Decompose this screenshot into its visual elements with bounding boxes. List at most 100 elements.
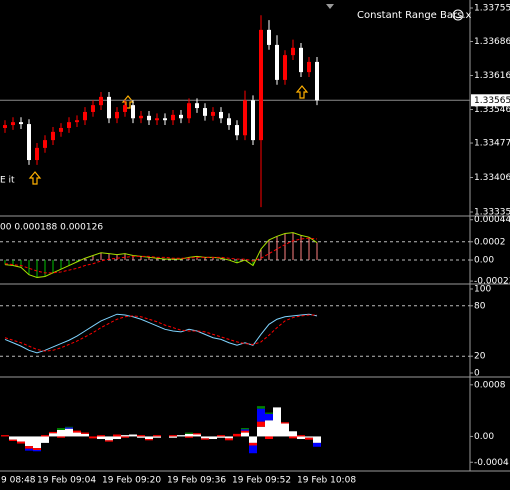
histogram-bar	[265, 413, 273, 421]
histogram-bar	[193, 434, 201, 437]
histogram-bar	[145, 436, 153, 440]
y-tick-label: 100	[474, 285, 491, 295]
histogram-bar	[153, 436, 161, 438]
candle-body	[155, 118, 159, 121]
histogram-bar	[65, 427, 73, 429]
histogram-bar	[1, 435, 9, 437]
y-tick-label: 80	[474, 301, 486, 311]
y-tick-label: 1.33335	[474, 208, 510, 218]
histogram-bar	[169, 435, 177, 437]
candle-body	[259, 29, 263, 141]
candle-body	[11, 122, 15, 126]
candle-body	[227, 118, 231, 126]
histogram-bar	[209, 436, 217, 440]
histogram-bar	[65, 428, 73, 437]
y-tick-label: 0.0002	[474, 237, 506, 247]
candle-body	[235, 125, 239, 136]
histogram-bar	[177, 435, 185, 437]
histogram-bar	[297, 436, 305, 440]
candle-body	[171, 114, 175, 121]
y-tick-label: 1.33755	[474, 4, 510, 14]
candle-body	[299, 47, 303, 73]
histogram-bar	[185, 432, 193, 434]
current-price-box	[471, 94, 510, 107]
candle-body	[67, 122, 71, 128]
time-label: 19 Feb 09:36	[167, 476, 226, 486]
indicator-line	[4, 232, 318, 278]
indicator-label: 00 0.000188 0.000126	[0, 223, 103, 233]
candle-body	[75, 120, 79, 123]
histogram-bar	[217, 435, 225, 437]
histogram-bar	[201, 436, 209, 439]
y-tick-label: 0.00	[474, 432, 494, 442]
y-tick-label: -0.00023	[474, 277, 510, 287]
histogram-bar	[9, 436, 17, 440]
candle-body	[179, 114, 183, 119]
histogram-bar	[273, 407, 281, 437]
candle-body	[275, 44, 279, 80]
histogram-bar	[113, 434, 121, 437]
candle-body	[107, 96, 111, 119]
smiley-icon	[452, 9, 464, 21]
histogram-bar	[249, 445, 257, 454]
histogram-bar	[193, 433, 201, 435]
histogram-bar	[97, 435, 105, 437]
histogram-bar	[169, 436, 177, 438]
histogram-bar	[41, 436, 49, 443]
histogram-bar	[33, 448, 41, 450]
histogram-bar	[281, 422, 289, 424]
candle-body	[51, 131, 55, 141]
histogram-bar	[81, 433, 89, 437]
histogram-bar	[65, 426, 73, 428]
candle-body	[3, 125, 7, 128]
histogram-bar	[129, 434, 137, 437]
current-price-label: 1.33565	[474, 96, 510, 106]
y-tick-label: 0	[474, 369, 480, 379]
histogram-bar	[313, 436, 321, 443]
candle-body	[307, 61, 311, 73]
histogram-bar	[225, 436, 233, 439]
histogram-bar	[57, 436, 65, 438]
histogram-bar	[25, 436, 33, 447]
histogram-bar	[201, 438, 209, 440]
candle-body	[267, 29, 271, 45]
histogram-bar	[281, 423, 289, 437]
candle-body	[219, 111, 223, 119]
histogram-bar	[25, 446, 33, 449]
histogram-bar	[105, 440, 113, 442]
candle-body	[83, 111, 87, 121]
histogram-bar	[57, 428, 65, 430]
histogram-bar	[217, 436, 225, 438]
histogram-bar	[241, 428, 249, 430]
histogram-bar	[121, 436, 129, 438]
histogram-bar	[105, 436, 113, 441]
histogram-bar	[49, 431, 57, 434]
indicator-line	[4, 313, 318, 354]
histogram-bar	[41, 435, 49, 437]
candle-body	[115, 111, 119, 119]
histogram-bar	[305, 437, 313, 440]
y-tick-label: 20	[474, 352, 486, 362]
time-label: 19 Feb 10:08	[297, 476, 356, 486]
candle-body	[91, 105, 95, 112]
y-tick-label: 0.000441	[474, 215, 510, 225]
object-label: E it	[0, 176, 15, 186]
histogram-bar	[89, 436, 97, 439]
candle-body	[315, 61, 319, 101]
histogram-bar	[265, 412, 273, 414]
histogram-bar	[257, 406, 265, 409]
histogram-bar	[145, 439, 153, 441]
scroll-marker	[326, 4, 334, 9]
histogram-bar	[73, 430, 81, 433]
candle-body	[163, 118, 167, 121]
histogram-bar	[57, 429, 65, 437]
histogram-bar	[49, 433, 57, 437]
histogram-bar	[265, 436, 273, 440]
candle-body	[123, 105, 127, 112]
histogram-bar	[17, 436, 25, 442]
candle-body	[187, 103, 191, 119]
histogram-bar	[33, 449, 41, 452]
histogram-bar	[185, 433, 193, 437]
candle-body	[59, 127, 63, 132]
y-tick-label: 1.33616	[474, 71, 510, 81]
